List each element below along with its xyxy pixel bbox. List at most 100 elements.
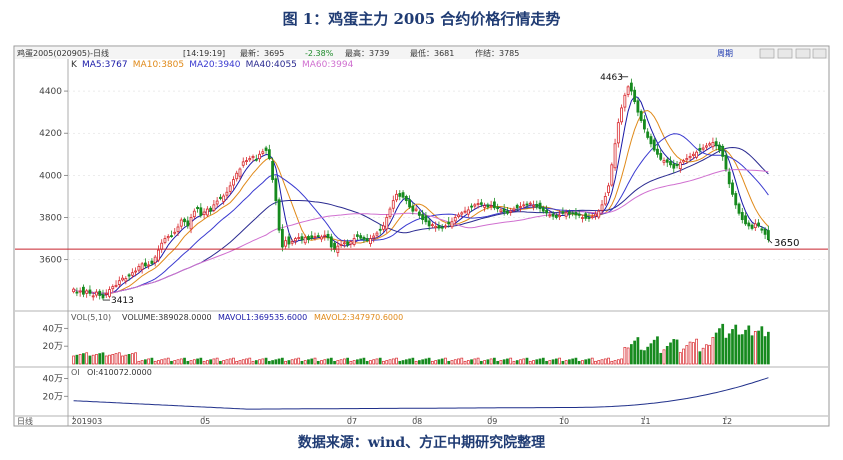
volume-bar [202, 360, 206, 365]
candle-body [669, 161, 672, 166]
candle-body [179, 219, 183, 227]
volume-bar [486, 359, 490, 365]
candle-body [766, 230, 770, 241]
candle-body [554, 214, 558, 218]
candle-body [584, 213, 588, 219]
candle-body [408, 199, 411, 208]
volume-bar [600, 359, 604, 365]
volume-bar [238, 360, 242, 365]
candle-body [199, 207, 203, 216]
volume-bar [378, 357, 382, 365]
candle-body [189, 217, 193, 230]
period-button[interactable]: 周期 [717, 49, 733, 58]
candle-body [519, 206, 522, 208]
volume-bar [209, 359, 212, 365]
candle-body [486, 204, 490, 208]
volume-bar [144, 359, 147, 365]
candle-body [75, 291, 79, 294]
volume-bar [493, 357, 496, 365]
candle-body [307, 236, 310, 241]
volume-bar [307, 359, 310, 365]
candle-body [476, 203, 480, 205]
candle-body [633, 89, 637, 103]
volume-bar [724, 337, 728, 365]
volume-bar [688, 341, 692, 365]
volume-bar [643, 350, 646, 365]
volume-bar [587, 358, 591, 365]
volume-bar [388, 359, 392, 365]
volume-bar [718, 328, 721, 365]
quote-item-low: 最低：3681 [410, 48, 454, 58]
candle-body [561, 211, 565, 214]
window-control-icon[interactable] [759, 48, 775, 59]
low-annotation: 3413 [111, 296, 134, 306]
candle-body [290, 241, 294, 244]
volume-bar [581, 360, 584, 365]
volume-legend-item: VOL(5,10) [71, 313, 111, 322]
candle-body [365, 238, 369, 242]
candle-body [147, 264, 151, 267]
volume-bar [261, 358, 265, 365]
candle-body [479, 202, 483, 205]
volume-bar [721, 323, 725, 365]
candle-body [453, 217, 457, 222]
candle-body [264, 147, 268, 151]
volume-legend-item: MAVOL2:347970.6000 [314, 313, 403, 322]
candle-body [329, 236, 333, 248]
volume-bar [646, 346, 650, 365]
volume-bar [176, 359, 180, 365]
window-control-icon[interactable] [777, 48, 793, 59]
volume-bar [763, 336, 767, 365]
volume-bar [408, 358, 411, 365]
quote-item-high: 最高：3739 [345, 48, 389, 58]
oi-legend-item: OI:410072.0000 [87, 368, 152, 377]
candle-body [160, 242, 164, 250]
candle-body [492, 201, 496, 209]
candle-body [95, 291, 98, 296]
volume-bar [153, 360, 157, 365]
window-control-icon[interactable] [795, 48, 811, 59]
volume-bar [414, 360, 418, 365]
candle-body [346, 241, 350, 246]
volume-bar [440, 358, 444, 365]
candle-body [267, 149, 271, 159]
volume-bar [594, 360, 597, 365]
candle-body [460, 212, 464, 215]
volume-bar [626, 347, 630, 365]
oi-legend: OI OI:410072.0000 [71, 368, 152, 377]
candle-body [111, 286, 115, 290]
window-control-icon[interactable] [812, 48, 827, 59]
volume-bar [522, 358, 526, 365]
window-controls[interactable] [759, 48, 827, 59]
volume-bar [616, 359, 620, 365]
volume-bar [310, 358, 314, 365]
volume-bar [323, 359, 327, 365]
candle-body [225, 191, 229, 196]
volume-bar [554, 358, 558, 365]
volume-bar [365, 360, 369, 365]
volume-bar [215, 357, 219, 365]
candle-body [737, 203, 741, 214]
candle-body [414, 208, 418, 211]
candle-body [528, 202, 532, 205]
high-annotation: 4463 [600, 73, 623, 83]
volume-bar [535, 359, 539, 365]
candle-body [261, 151, 265, 154]
volume-bar [695, 338, 698, 365]
candle-body [310, 235, 314, 239]
volume-bar [479, 360, 483, 365]
volume-bar [300, 360, 304, 365]
candle-body [646, 131, 650, 138]
candle-body [254, 158, 258, 161]
candle-body [424, 215, 428, 223]
price-annotations: 4463 3413 3650 [102, 73, 799, 306]
candle-body [280, 228, 284, 248]
volume-bar [264, 357, 268, 365]
candle-body [724, 155, 728, 170]
y-tick-label: 4000 [39, 171, 62, 181]
volume-bar [639, 349, 643, 365]
candle-body [721, 145, 725, 157]
volume-bar [235, 360, 239, 365]
candle-body [320, 236, 323, 240]
